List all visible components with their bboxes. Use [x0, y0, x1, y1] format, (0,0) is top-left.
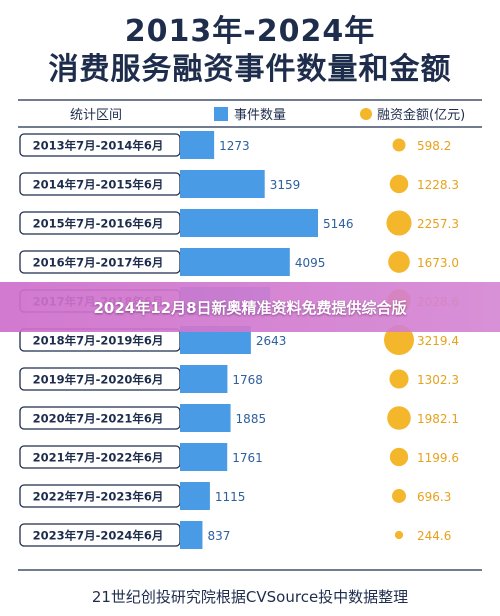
legend-label-amount: 融资金额(亿元) — [377, 107, 465, 123]
amount-bubble — [389, 369, 409, 389]
amount-bubble — [392, 489, 406, 503]
count-value-label: 2643 — [256, 334, 287, 348]
category-label: 2014年7月-2015年6月 — [33, 178, 164, 192]
amount-value-label: 1982.1 — [417, 412, 459, 426]
amount-bubble — [386, 210, 412, 236]
legend-swatch-amount — [360, 108, 372, 120]
count-bar — [180, 248, 290, 276]
count-bar — [180, 365, 228, 393]
category-label: 2021年7月-2022年6月 — [33, 451, 164, 465]
amount-value-label: 598.2 — [417, 139, 451, 153]
amount-value-label: 1673.0 — [417, 256, 459, 270]
count-bar — [180, 209, 318, 237]
amount-bubble — [387, 406, 411, 430]
category-label: 2015年7月-2016年6月 — [33, 217, 164, 231]
category-label: 2016年7月-2017年6月 — [33, 256, 164, 270]
overlay-banner-text: 2024年12月8日新奥精准资料免费提供综合版 — [93, 298, 407, 317]
category-label: 2013年7月-2014年6月 — [33, 139, 164, 153]
category-label: 2018年7月-2019年6月 — [33, 334, 164, 348]
count-bar — [180, 521, 203, 549]
amount-value-label: 244.6 — [417, 529, 451, 543]
chart-title-line-2: 消费服务融资事件数量和金额 — [48, 52, 452, 87]
count-value-label: 1768 — [232, 373, 263, 387]
count-value-label: 1115 — [215, 490, 246, 504]
amount-bubble — [392, 138, 406, 152]
count-bar — [180, 131, 215, 159]
category-label: 2022年7月-2023年6月 — [33, 490, 164, 504]
amount-value-label: 1199.6 — [417, 451, 459, 465]
category-label: 2020年7月-2021年6月 — [33, 412, 164, 426]
chart-title-line-1: 2013年-2024年 — [124, 14, 376, 49]
amount-bubble — [389, 174, 409, 194]
count-value-label: 3159 — [270, 178, 301, 192]
amount-value-label: 1302.3 — [417, 373, 459, 387]
count-value-label: 837 — [207, 529, 230, 543]
legend-swatch-count — [214, 107, 228, 121]
count-value-label: 5146 — [323, 217, 354, 231]
count-value-label: 1761 — [232, 451, 263, 465]
amount-value-label: 1228.3 — [417, 178, 459, 192]
count-value-label: 1273 — [219, 139, 250, 153]
amount-bubble — [389, 447, 409, 467]
legend-label-count: 事件数量 — [234, 108, 286, 123]
category-label: 2023年7月-2024年6月 — [33, 529, 164, 543]
amount-value-label: 696.3 — [417, 490, 451, 504]
amount-bubble — [384, 325, 414, 355]
category-label: 2019年7月-2020年6月 — [33, 373, 164, 387]
count-bar — [180, 404, 231, 432]
count-bar — [180, 170, 265, 198]
amount-value-label: 2257.3 — [417, 217, 459, 231]
overlay-banner: 2024年12月8日新奥精准资料免费提供综合版 — [0, 282, 500, 332]
column-header-period: 统计区间 — [70, 108, 122, 123]
source-note: 21世纪创投研究院根据CVSource投中数据整理 — [91, 588, 409, 606]
count-bar — [180, 443, 228, 471]
count-value-label: 1885 — [236, 412, 267, 426]
count-bar — [180, 482, 210, 510]
amount-value-label: 3219.4 — [417, 334, 459, 348]
amount-bubble — [394, 530, 404, 540]
amount-bubble — [388, 251, 410, 273]
count-value-label: 4095 — [295, 256, 326, 270]
